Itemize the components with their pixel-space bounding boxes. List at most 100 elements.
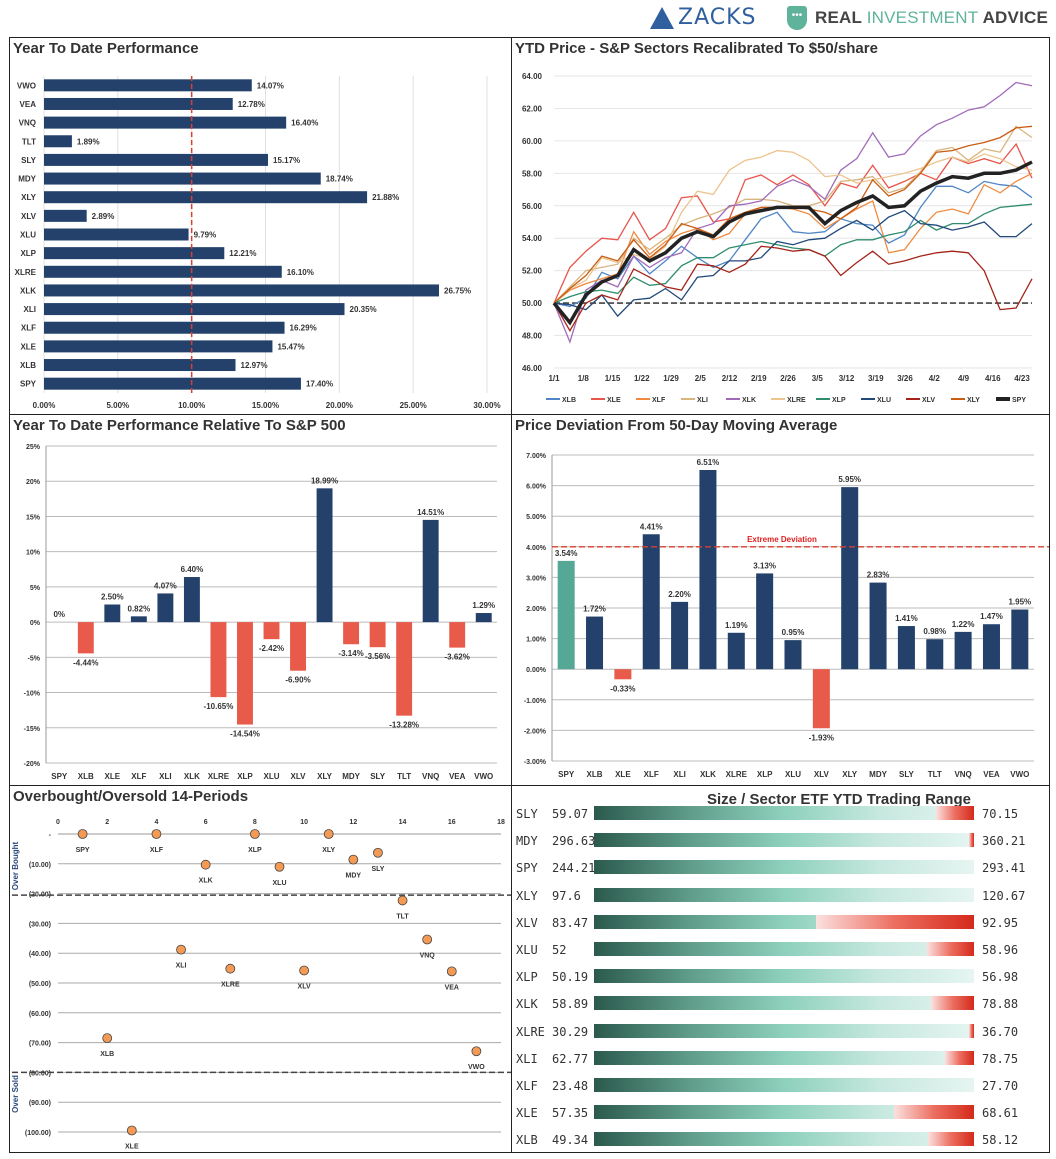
data-label: 16.10% bbox=[287, 268, 314, 277]
data-label: 26.75% bbox=[444, 286, 471, 295]
legend-label: XLK bbox=[742, 397, 756, 404]
oversold-axis-label: Over Sold bbox=[11, 1075, 20, 1113]
range-panel: Size / Sector ETF YTD Trading Range SLY 5… bbox=[511, 785, 1050, 1153]
y-tick-label: (80.00) bbox=[29, 1070, 51, 1077]
ticker-label: XLK bbox=[516, 997, 538, 1012]
data-label: 3.54% bbox=[555, 549, 578, 558]
category-label: XLE bbox=[20, 342, 36, 351]
low-value: 30.29 bbox=[552, 1024, 589, 1039]
data-label: -4.44% bbox=[73, 658, 98, 667]
x-tick-label: 1/22 bbox=[634, 374, 650, 383]
bar bbox=[812, 669, 830, 729]
category-label: VEA bbox=[983, 770, 1000, 779]
scatter-point bbox=[373, 847, 383, 858]
category-label: XLP bbox=[20, 249, 36, 258]
y-tick-label: 20% bbox=[26, 479, 41, 486]
low-value: 83.47 bbox=[552, 915, 589, 930]
series-line-xlv bbox=[553, 245, 1033, 332]
zacks-logo: ZACKS bbox=[650, 5, 757, 30]
data-label: 0% bbox=[53, 610, 65, 619]
x-tick-label: 3/26 bbox=[897, 374, 913, 383]
y-tick-label: (60.00) bbox=[29, 1011, 51, 1018]
bar bbox=[926, 639, 944, 670]
high-value: 92.95 bbox=[982, 915, 1019, 930]
scatter-point bbox=[299, 965, 310, 976]
y-tick-label: 0.00% bbox=[526, 667, 547, 674]
y-tick-label: (70.00) bbox=[29, 1041, 51, 1048]
series-line-xlb bbox=[553, 180, 1033, 308]
category-label: XLK bbox=[700, 770, 716, 779]
range-row: XLV 83.47 92.95 bbox=[512, 914, 1052, 934]
y-tick-label: 54.00 bbox=[522, 234, 543, 243]
high-value: 58.96 bbox=[982, 943, 1019, 957]
range-row: XLRE 30.29 36.70 bbox=[512, 1023, 1052, 1043]
x-tick-label: 3/19 bbox=[868, 374, 884, 383]
x-tick-label: 12 bbox=[349, 819, 357, 826]
bar bbox=[210, 622, 227, 698]
x-tick-label: 0.00% bbox=[33, 401, 56, 410]
point-label: XLRE bbox=[221, 982, 240, 989]
range-bar bbox=[594, 942, 974, 956]
range-bar-near-high bbox=[936, 806, 974, 820]
range-row: XLY 97.6 120.67 bbox=[512, 887, 1052, 907]
ticker-label: SLY bbox=[516, 807, 538, 821]
legend-label: XLU bbox=[877, 397, 891, 404]
x-tick-label: 2/12 bbox=[722, 374, 738, 383]
range-row: SPY 244.21 293.41 bbox=[512, 859, 1052, 879]
y-tick-label: 4.00% bbox=[526, 545, 547, 552]
bar bbox=[237, 622, 253, 725]
point-label: MDY bbox=[346, 873, 362, 880]
data-label: -6.90% bbox=[285, 676, 310, 685]
scatter-point bbox=[225, 963, 236, 974]
bar bbox=[44, 265, 282, 278]
deviation-chart: -3.00% -2.00% -1.00% 0.00% 1.00% 2.00% 3.00% 4.… bbox=[524, 453, 1049, 779]
ytd-title: Year To Date Performance bbox=[13, 40, 199, 57]
point-label: XLP bbox=[248, 847, 262, 854]
data-label: 2.89% bbox=[92, 212, 115, 221]
scatter-point bbox=[151, 829, 162, 839]
obos-title: Overbought/Oversold 14-Periods bbox=[13, 788, 249, 805]
category-label: XLY bbox=[842, 770, 857, 779]
bar bbox=[157, 593, 174, 623]
y-tick-label: 50.00 bbox=[522, 299, 543, 308]
header: ZACKS ••• REAL INVESTMENT ADVICE bbox=[0, 0, 1056, 36]
category-label: XLRE bbox=[208, 772, 230, 781]
bar bbox=[369, 622, 386, 648]
ticker-label: XLE bbox=[516, 1106, 538, 1121]
ticker-label: SPY bbox=[516, 861, 538, 876]
point-label: XLU bbox=[273, 880, 287, 887]
point-label: XLV bbox=[298, 983, 311, 990]
data-label: 1.29% bbox=[472, 601, 495, 610]
deviation-title: Price Deviation From 50-Day Moving Avera… bbox=[515, 417, 838, 434]
data-label: 1.22% bbox=[952, 620, 975, 629]
x-tick-label: 2/5 bbox=[695, 374, 707, 383]
y-tick-label: 10% bbox=[26, 550, 41, 557]
bar bbox=[263, 622, 280, 640]
ticker-label: XLF bbox=[516, 1079, 538, 1093]
category-label: XLF bbox=[644, 770, 659, 779]
scatter-point bbox=[249, 829, 260, 839]
point-label: VWO bbox=[468, 1064, 485, 1071]
bar bbox=[183, 577, 200, 623]
y-tick-label: -2.00% bbox=[524, 728, 547, 735]
y-tick-label: 25% bbox=[26, 444, 41, 451]
category-label: XLV bbox=[21, 212, 37, 221]
data-label: 0.95% bbox=[782, 628, 805, 637]
series-line-spy bbox=[552, 160, 1033, 326]
data-label: 1.41% bbox=[895, 614, 918, 623]
y-tick-label: 46.00 bbox=[522, 364, 543, 373]
bar bbox=[44, 97, 233, 110]
data-label: 15.17% bbox=[273, 156, 300, 165]
x-tick-label: 4/23 bbox=[1014, 374, 1030, 383]
y-tick-label: 1.00% bbox=[526, 637, 547, 644]
data-label: 12.97% bbox=[241, 361, 268, 370]
range-bar bbox=[594, 806, 974, 820]
scatter-point bbox=[126, 1125, 137, 1136]
y-tick-label: (40.00) bbox=[29, 951, 51, 958]
legend-label: XLRE bbox=[787, 397, 806, 404]
low-value: 23.48 bbox=[552, 1079, 589, 1093]
range-row: XLE 57.35 68.61 bbox=[512, 1104, 1052, 1124]
scatter-point bbox=[348, 854, 359, 865]
x-tick-label: 2 bbox=[105, 819, 109, 826]
range-row: XLF 23.48 27.70 bbox=[512, 1077, 1052, 1097]
